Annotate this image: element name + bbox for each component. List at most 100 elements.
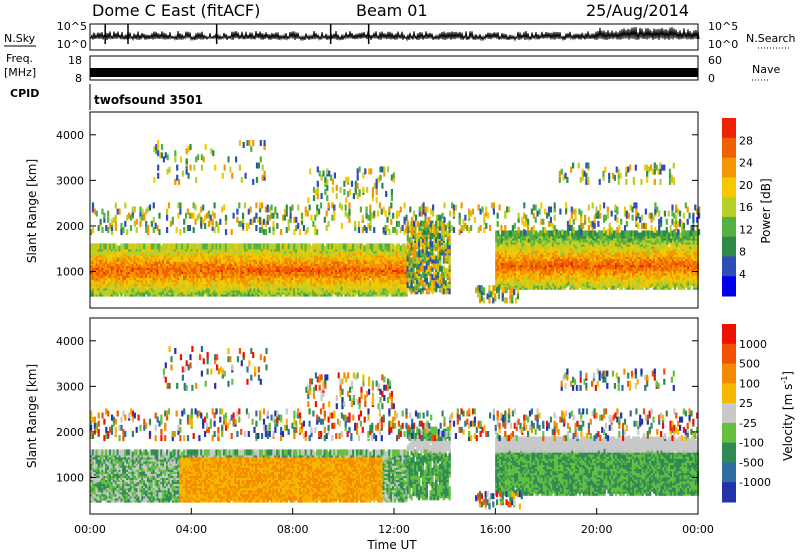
heatmap-cell — [435, 255, 438, 262]
heatmap-cell — [403, 255, 406, 262]
heatmap-cell — [420, 288, 423, 295]
heatmap-cell — [410, 288, 413, 295]
heatmap-cell — [340, 278, 343, 285]
heatmap-cell — [181, 243, 184, 250]
heatmap-cell — [531, 269, 534, 276]
heatmap-cell — [133, 243, 136, 250]
heatmap-cell — [429, 226, 432, 233]
heatmap-cell — [444, 280, 447, 287]
heatmap-cell — [425, 235, 428, 241]
heatmap-cell — [219, 255, 222, 262]
heatmap-cell — [333, 243, 336, 250]
heatmap-cell — [247, 290, 250, 297]
heatmap-cell — [502, 246, 506, 253]
heatmap-cell — [302, 243, 305, 250]
heatmap-cell — [410, 235, 413, 241]
heatmap-cell — [156, 274, 159, 281]
heatmap-cell — [440, 220, 444, 227]
heatmap-cell — [249, 257, 252, 264]
heatmap-cell — [406, 282, 409, 289]
heatmap-cell — [546, 240, 549, 247]
heatmap-cell — [386, 243, 389, 250]
heatmap-cell — [429, 280, 432, 287]
heatmap-cell — [512, 230, 515, 237]
heatmap-cell — [431, 241, 434, 248]
heatmap-cell — [147, 276, 150, 283]
heatmap-cell — [318, 268, 321, 274]
heatmap-cell — [416, 232, 419, 239]
heatmap-cell — [230, 243, 233, 250]
heatmap-cell — [356, 247, 359, 254]
heatmap-cell — [429, 274, 432, 280]
heatmap-cell — [116, 255, 119, 262]
heatmap-cell — [204, 243, 207, 250]
heatmap-cell — [516, 261, 519, 268]
heatmap-cell — [439, 274, 442, 280]
heatmap-cell — [251, 274, 254, 281]
heatmap-cell — [173, 243, 176, 250]
heatmap-cell — [506, 271, 509, 278]
heatmap-cell — [169, 243, 172, 250]
heatmap-cell — [412, 249, 415, 256]
heatmap-cell — [228, 243, 231, 250]
heatmap-cell — [350, 243, 353, 250]
heatmap-cell — [495, 230, 498, 237]
heatmap-cell — [533, 234, 536, 241]
heatmap-cell — [116, 280, 119, 287]
heatmap-cell — [293, 243, 296, 250]
freq-unit: [MHz] — [4, 66, 36, 79]
heatmap-cell — [205, 243, 209, 250]
heatmap-cell — [427, 282, 430, 289]
heatmap-cell — [300, 243, 304, 250]
heatmap-cell — [150, 243, 153, 250]
heatmap-cell — [405, 245, 408, 252]
heatmap-cell — [537, 269, 540, 276]
heatmap-cell — [181, 276, 184, 283]
heatmap-cell — [440, 274, 444, 280]
heatmap-cell — [410, 243, 413, 250]
heatmap-cell — [416, 257, 419, 264]
heatmap-cell — [406, 220, 409, 227]
heatmap-cell — [118, 245, 121, 252]
heatmap-cell — [406, 269, 409, 276]
heatmap-cell — [291, 243, 294, 250]
heatmap-cell — [312, 278, 315, 285]
heatmap-cell — [418, 241, 421, 248]
heatmap-cell — [223, 243, 226, 250]
heatmap-cell — [371, 243, 374, 250]
heatmap-cell — [440, 247, 444, 254]
heatmap-cell — [423, 280, 426, 287]
heatmap-cell — [497, 230, 500, 237]
heatmap-cell — [318, 243, 321, 250]
heatmap-cell — [431, 253, 434, 260]
freq-band — [90, 68, 698, 77]
heatmap-cell — [412, 286, 415, 293]
heatmap-cell — [544, 267, 547, 274]
heatmap-cell — [540, 230, 544, 237]
heatmap-cell — [427, 224, 430, 231]
heatmap-cell — [439, 249, 442, 256]
heatmap-cell — [255, 243, 258, 250]
heatmap-cell — [388, 243, 391, 250]
heatmap-cell — [116, 245, 119, 252]
heatmap-cell — [442, 257, 445, 264]
heatmap-cell — [272, 261, 275, 268]
heatmap-cell — [521, 257, 525, 264]
heatmap-cell — [143, 243, 146, 250]
heatmap-cell — [499, 253, 502, 259]
heatmap-cell — [333, 261, 336, 268]
heatmap-cell — [425, 224, 428, 231]
heatmap-cell — [420, 249, 423, 256]
heatmap-cell — [99, 249, 102, 256]
heatmap-cell — [421, 251, 425, 258]
heatmap-cell — [236, 282, 239, 289]
heatmap-cell — [278, 243, 281, 250]
heatmap-cell — [335, 261, 338, 268]
heatmap-cell — [215, 243, 218, 250]
heatmap-cell — [408, 257, 411, 264]
heatmap-cell — [433, 224, 436, 231]
heatmap-cell — [143, 259, 146, 266]
heatmap-cell — [437, 282, 440, 289]
nsky-label: N.Sky — [4, 32, 36, 45]
